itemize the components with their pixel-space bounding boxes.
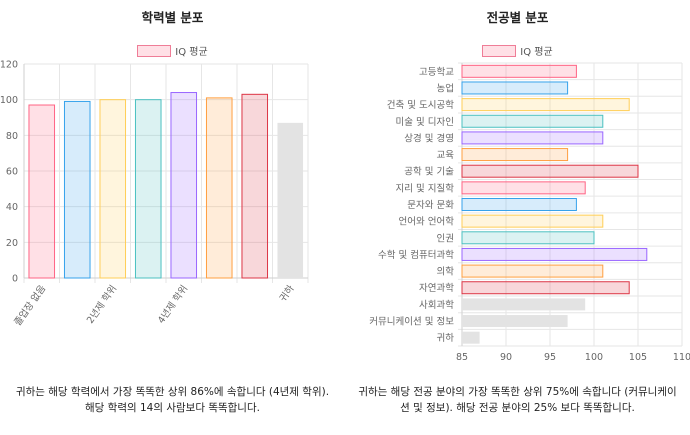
y-tick-label: 지리 및 지질학 (396, 182, 455, 194)
major-bar (461, 214, 604, 228)
education-bar (63, 100, 91, 279)
education-bar (99, 99, 127, 279)
y-tick-label: 의학 (437, 267, 455, 278)
major-bar (461, 281, 630, 295)
major-bar (461, 181, 586, 195)
legend-label: IQ 평균 (175, 47, 208, 58)
y-tick-label: 수학 및 컴퓨터과학 (378, 249, 454, 261)
major-bar (461, 231, 595, 245)
major-bar (461, 64, 577, 78)
major-bar (461, 114, 604, 128)
x-tick-label: 90 (500, 352, 512, 363)
education-bar (205, 97, 233, 279)
major-bar (462, 298, 586, 311)
y-tick-label: 60 (6, 167, 18, 178)
legend-swatch (482, 44, 517, 57)
x-tick-label: 귀하 (277, 283, 297, 304)
major-bar (461, 81, 569, 95)
education-bar (241, 93, 269, 279)
education-bar (28, 104, 56, 279)
legend-label: IQ 평균 (520, 47, 553, 58)
education-bar-chart: 0 20 40 60 80 100 120 졸업장 없음 2년제 학위 4년제 학위 귀하 (0, 60, 309, 328)
education-bar (170, 92, 198, 279)
legend-swatch (137, 44, 172, 57)
major-chart-legend[interactable]: IQ 평균 (345, 43, 690, 58)
x-tick-label: 졸업장 없음 (12, 283, 49, 328)
y-tick-label: 0 (12, 274, 18, 285)
y-tick-label: 건축 및 도시공학 (387, 99, 454, 111)
y-tick-label: 인권 (437, 232, 454, 244)
education-caption: 귀하는 해당 학력에서 가장 똑똑한 상위 86%에 속합니다 (4년제 학위)… (15, 386, 330, 414)
major-bar (462, 315, 568, 328)
x-tick-label: 4년제 학위 (155, 283, 190, 326)
education-bar (134, 99, 162, 279)
y-tick-label: 120 (0, 60, 18, 71)
user-bar (277, 122, 304, 278)
y-tick-label: 고등학교 (419, 67, 454, 78)
y-tick-label: 80 (6, 131, 18, 142)
y-tick-label: 교육 (437, 150, 455, 161)
education-chart-title: 학력별 분포 (141, 10, 204, 25)
user-bar (462, 331, 480, 344)
y-tick-label: 공학 및 기술 (404, 166, 454, 178)
x-tick-label: 100 (585, 352, 603, 363)
x-tick-label: 105 (629, 352, 647, 363)
major-bar (461, 264, 604, 278)
major-caption: 귀하는 해당 전공 분야의 가장 똑똑한 상위 75%에 속합니다 (커뮤니케이… (358, 386, 677, 414)
major-bar (461, 198, 577, 211)
y-tick-label: 농업 (437, 82, 454, 94)
y-tick-label: 상경 및 경영 (404, 132, 454, 144)
major-bar (461, 164, 639, 178)
major-bar (461, 98, 630, 112)
y-tick-label: 언어와 언어학 (399, 216, 455, 228)
y-tick-label: 40 (6, 202, 18, 213)
y-tick-label: 자연과학 (419, 283, 454, 294)
x-tick-label: 110 (673, 352, 690, 363)
x-tick-label: 85 (456, 352, 468, 363)
major-bar (461, 131, 604, 145)
y-tick-label: 귀하 (437, 332, 455, 344)
education-chart-panel: 학력별 분포 IQ 평균 0 20 40 60 80 100 120 졸업장 없음 2년제 학위… (0, 10, 345, 414)
x-tick-label: 2년제 학위 (84, 283, 119, 326)
y-tick-label: 100 (0, 95, 18, 106)
y-tick-label: 20 (6, 238, 18, 249)
y-tick-label: 사회과학 (419, 300, 454, 311)
major-chart-title: 전공별 분포 (486, 10, 549, 25)
y-tick-label: 미술 및 디자인 (396, 116, 454, 128)
y-tick-label: 커뮤니케이션 및 정보 (369, 316, 454, 328)
major-bar (461, 148, 569, 162)
y-tick-label: 문자와 문화 (407, 199, 454, 211)
education-chart-legend[interactable]: IQ 평균 (0, 43, 345, 58)
major-bar (461, 247, 648, 261)
x-tick-label: 95 (544, 352, 556, 363)
